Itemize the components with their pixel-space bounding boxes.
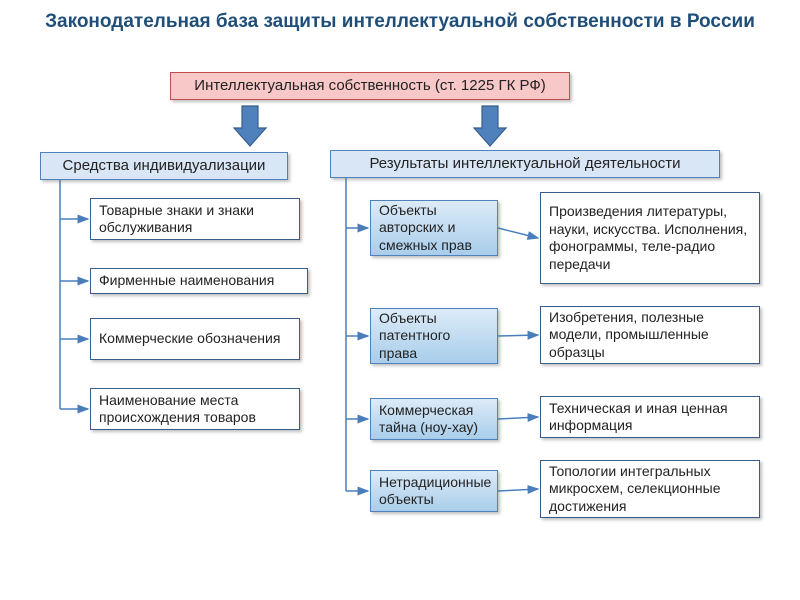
right-detail: Топологии интегральных микросхем, селекц… xyxy=(540,460,760,518)
down-arrow-icon xyxy=(234,106,266,146)
right-object: Объекты патентного права xyxy=(370,308,498,364)
right-object: Объекты авторских и смежных прав xyxy=(370,200,498,256)
down-arrow-icon xyxy=(474,106,506,146)
right-detail: Изобретения, полезные модели, промышленн… xyxy=(540,306,760,364)
right-detail: Техническая и иная ценная информация xyxy=(540,396,760,438)
right-detail: Произведения литературы, науки, искусств… xyxy=(540,192,760,284)
right-object: Нетрадиционные объекты xyxy=(370,470,498,512)
root-box: Интеллектуальная собственность (ст. 1225… xyxy=(170,72,570,100)
page-title: Законодательная база защиты интеллектуал… xyxy=(0,0,800,41)
left-header: Средства индивидуализации xyxy=(40,152,288,180)
left-item: Фирменные наименования xyxy=(90,268,308,294)
right-object: Коммерческая тайна (ноу-хау) xyxy=(370,398,498,440)
left-item: Товарные знаки и знаки обслуживания xyxy=(90,198,300,240)
left-item: Коммерческие обозначения xyxy=(90,318,300,360)
left-item: Наименование места происхождения товаров xyxy=(90,388,300,430)
right-header: Результаты интеллектуальной деятельности xyxy=(330,150,720,178)
